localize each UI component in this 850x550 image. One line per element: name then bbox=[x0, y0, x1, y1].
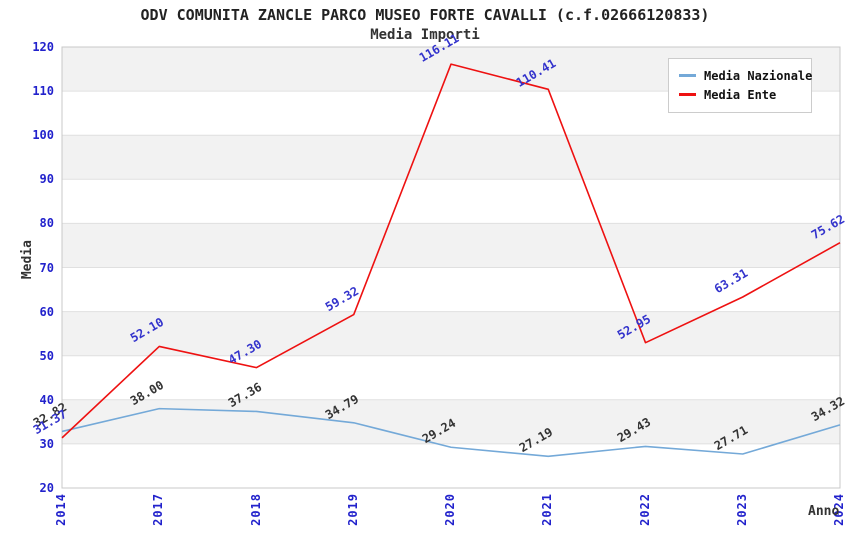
y-tick-label: 50 bbox=[39, 348, 54, 363]
y-axis-label: Media bbox=[20, 240, 35, 280]
x-tick-label: 2018 bbox=[248, 493, 263, 526]
plot-border bbox=[61, 46, 841, 489]
y-tick-label: 100 bbox=[32, 128, 54, 143]
x-tick-label: 2019 bbox=[345, 493, 360, 526]
legend-swatch-media-ente-icon bbox=[679, 93, 696, 96]
x-tick-label: 2022 bbox=[637, 493, 652, 526]
series-line-media-nazionale bbox=[61, 407, 841, 458]
legend-item-media-ente: Media Ente bbox=[679, 85, 801, 104]
y-tick-label: 110 bbox=[32, 84, 54, 99]
x-axis-label: Anno bbox=[808, 504, 840, 519]
y-tick-label: 80 bbox=[39, 216, 54, 231]
legend-item-media-nazionale: Media Nazionale bbox=[679, 66, 812, 85]
y-tick-label: 90 bbox=[39, 172, 54, 187]
legend-label-media-nazionale: Media Nazionale bbox=[704, 68, 813, 83]
y-tick-label: 120 bbox=[32, 40, 54, 54]
y-tick-label: 20 bbox=[39, 481, 54, 495]
chart-title: ODV COMUNITA ZANCLE PARCO MUSEO FORTE CA… bbox=[140, 6, 710, 24]
y-tick-label: 60 bbox=[39, 304, 54, 319]
chart-subtitle: Media Importi bbox=[370, 27, 480, 43]
x-tick-label: 2023 bbox=[734, 493, 749, 526]
legend-label-media-ente: Media Ente bbox=[704, 87, 777, 102]
x-tick-label: 2014 bbox=[54, 493, 68, 526]
legend-swatch-media-nazionale-icon bbox=[679, 74, 696, 77]
legend: Media Nazionale Media Ente bbox=[668, 58, 812, 113]
grid-band bbox=[62, 223, 840, 268]
y-tick-label: 70 bbox=[39, 260, 54, 275]
y-tick-label: 30 bbox=[39, 436, 54, 451]
y-tick-label: 40 bbox=[39, 392, 54, 407]
grid-band bbox=[62, 399, 840, 444]
x-tick-label: 2017 bbox=[151, 493, 166, 526]
grid-band bbox=[62, 135, 840, 180]
series-line-media-ente bbox=[61, 63, 841, 439]
x-tick-label: 2021 bbox=[540, 493, 555, 526]
x-tick-label: 2020 bbox=[443, 493, 457, 526]
grid-band bbox=[62, 311, 840, 356]
